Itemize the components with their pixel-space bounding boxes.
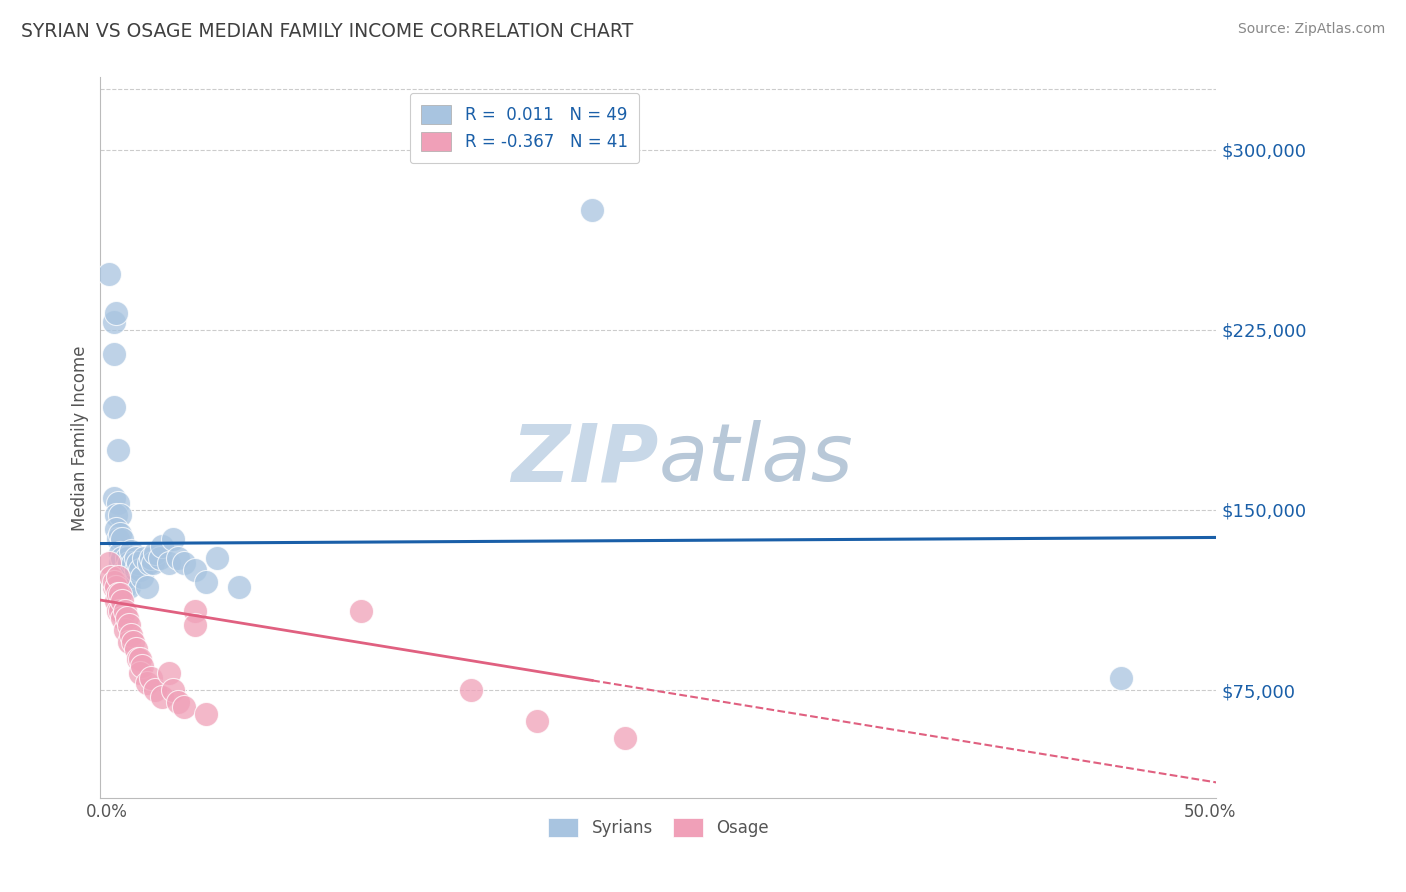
Point: [135, 676, 157, 690]
Point: [118, 556, 141, 570]
Text: atlas: atlas: [658, 420, 853, 499]
Point: [108, 508, 131, 522]
Point: [103, 347, 125, 361]
Point: [108, 587, 131, 601]
Point: [184, 563, 207, 577]
Point: [131, 570, 153, 584]
Point: [127, 652, 149, 666]
Point: [173, 699, 195, 714]
Point: [166, 695, 188, 709]
Point: [114, 604, 136, 618]
Point: [103, 491, 125, 505]
Point: [195, 574, 218, 589]
Point: [127, 556, 149, 570]
Text: Source: ZipAtlas.com: Source: ZipAtlas.com: [1237, 22, 1385, 37]
Point: [104, 594, 127, 608]
Point: [120, 543, 142, 558]
Point: [138, 556, 160, 570]
Point: [118, 618, 141, 632]
Point: [115, 570, 138, 584]
Point: [107, 442, 129, 457]
Point: [118, 635, 141, 649]
Point: [207, 550, 229, 565]
Point: [581, 202, 603, 217]
Point: [122, 556, 145, 570]
Point: [129, 652, 152, 666]
Y-axis label: Median Family Income: Median Family Income: [72, 345, 89, 531]
Point: [124, 642, 146, 657]
Point: [108, 527, 131, 541]
Point: [107, 570, 129, 584]
Point: [111, 532, 134, 546]
Point: [111, 611, 134, 625]
Point: [1111, 671, 1133, 685]
Point: [114, 563, 136, 577]
Point: [162, 683, 184, 698]
Text: SYRIAN VS OSAGE MEDIAN FAMILY INCOME CORRELATION CHART: SYRIAN VS OSAGE MEDIAN FAMILY INCOME COR…: [21, 22, 633, 41]
Point: [107, 532, 129, 546]
Point: [129, 563, 152, 577]
Point: [111, 594, 134, 608]
Point: [139, 671, 162, 685]
Point: [150, 539, 173, 553]
Point: [142, 556, 165, 570]
Point: [122, 635, 145, 649]
Point: [114, 580, 136, 594]
Point: [115, 550, 138, 565]
Point: [104, 508, 127, 522]
Point: [115, 611, 138, 625]
Point: [103, 574, 125, 589]
Point: [614, 731, 637, 745]
Point: [149, 550, 172, 565]
Point: [124, 550, 146, 565]
Point: [349, 604, 371, 618]
Point: [104, 522, 127, 536]
Point: [173, 556, 195, 570]
Point: [184, 618, 207, 632]
Point: [114, 623, 136, 637]
Point: [150, 690, 173, 705]
Point: [103, 400, 125, 414]
Point: [526, 714, 548, 729]
Point: [129, 666, 152, 681]
Point: [107, 496, 129, 510]
Point: [103, 316, 125, 330]
Point: [195, 707, 218, 722]
Point: [162, 532, 184, 546]
Point: [118, 580, 141, 594]
Point: [184, 604, 207, 618]
Point: [104, 306, 127, 320]
Point: [104, 580, 127, 594]
Point: [124, 563, 146, 577]
Point: [100, 570, 122, 584]
Point: [98, 556, 121, 570]
Point: [135, 580, 157, 594]
Point: [107, 587, 129, 601]
Point: [139, 550, 162, 565]
Point: [98, 268, 121, 282]
Point: [157, 556, 180, 570]
Point: [120, 628, 142, 642]
Legend: Syrians, Osage: Syrians, Osage: [541, 812, 775, 844]
Point: [145, 683, 167, 698]
Point: [111, 550, 134, 565]
Point: [157, 666, 180, 681]
Point: [103, 580, 125, 594]
Point: [131, 659, 153, 673]
Text: ZIP: ZIP: [510, 420, 658, 499]
Point: [108, 604, 131, 618]
Point: [228, 580, 250, 594]
Point: [111, 570, 134, 584]
Point: [145, 546, 167, 560]
Point: [108, 556, 131, 570]
Point: [134, 550, 156, 565]
Point: [107, 604, 129, 618]
Point: [166, 550, 188, 565]
Point: [460, 683, 482, 698]
Point: [108, 546, 131, 560]
